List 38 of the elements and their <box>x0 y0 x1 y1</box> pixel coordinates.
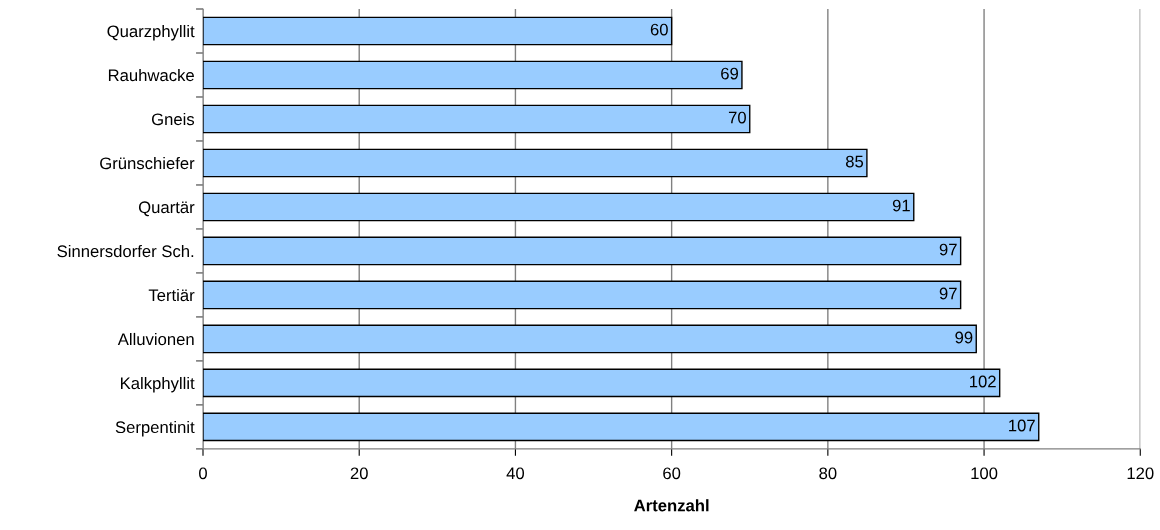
y-tick-label: Kalkphyllit <box>121 376 195 393</box>
bar <box>203 60 743 90</box>
x-tick-label: 120 <box>1127 467 1154 480</box>
data-label: 70 <box>728 111 746 124</box>
bar <box>203 148 868 178</box>
y-tick-label: Tertiär <box>148 288 195 302</box>
y-tick-label: Alluvionen <box>117 332 194 346</box>
data-label: 97 <box>939 243 957 256</box>
data-label: 69 <box>721 67 739 80</box>
x-tick-label: 20 <box>350 467 368 480</box>
data-label: 85 <box>845 155 864 168</box>
bar <box>203 192 915 222</box>
data-label: 102 <box>970 375 996 388</box>
bar <box>203 324 977 354</box>
y-tick-label: Quarzphyllit <box>107 24 195 41</box>
y-tick-label: Rauhwacke <box>108 68 194 82</box>
bar <box>203 104 751 134</box>
data-label: 60 <box>650 23 668 36</box>
x-tick-label: 0 <box>199 467 207 480</box>
bar <box>203 236 962 266</box>
data-label: 91 <box>892 199 910 212</box>
bar <box>203 16 673 46</box>
data-label: 99 <box>955 331 973 344</box>
x-tick-label: 40 <box>506 467 525 480</box>
bar <box>203 412 1040 442</box>
y-tick-label: Grünschiefer <box>100 156 195 170</box>
data-label: 97 <box>939 287 957 300</box>
bar <box>203 368 1001 398</box>
x-tick-label: 100 <box>971 467 998 480</box>
y-tick-label: Serpentinit <box>115 420 195 437</box>
x-tick-label: 80 <box>819 467 837 480</box>
x-tick-label: 60 <box>663 467 681 480</box>
y-tick-label: Sinnersdorfer Sch. <box>57 244 194 258</box>
x-axis-title: Artenzahl <box>634 499 709 512</box>
bar <box>203 280 962 310</box>
data-label: 107 <box>1009 419 1035 432</box>
y-tick-label: Quartär <box>138 201 195 217</box>
y-tick-label: Gneis <box>151 112 195 126</box>
